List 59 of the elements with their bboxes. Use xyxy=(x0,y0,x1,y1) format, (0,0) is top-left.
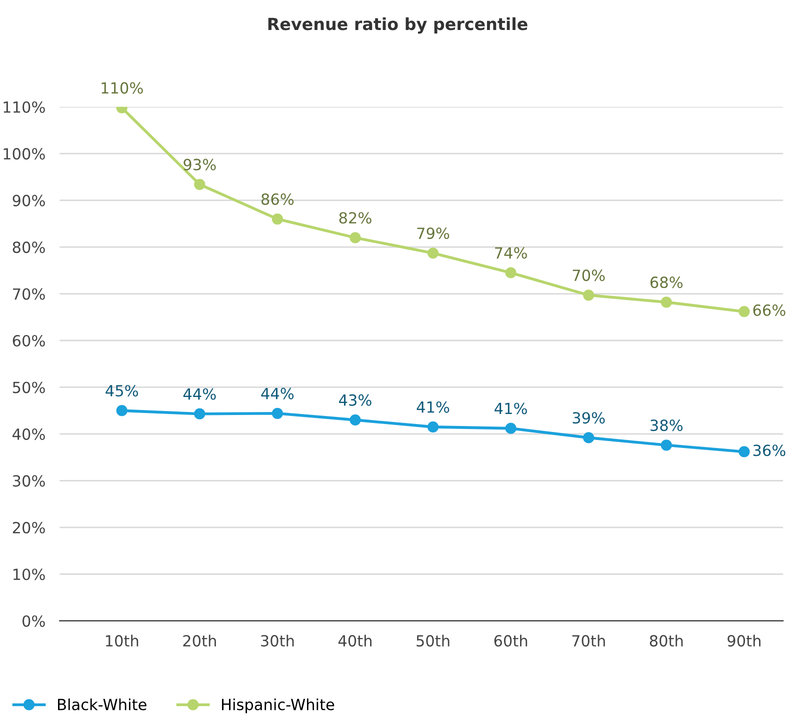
point xyxy=(583,432,594,444)
point xyxy=(505,267,516,278)
point xyxy=(350,232,361,244)
point xyxy=(660,440,672,451)
data-label: 41% xyxy=(494,402,527,414)
chart-title: Revenue ratio by percentile xyxy=(268,17,528,34)
y-tick-label: 20% xyxy=(12,522,45,534)
point xyxy=(738,306,750,318)
y-tick-label: 50% xyxy=(12,382,45,394)
x-tick-label: 20th xyxy=(183,634,216,647)
data-label: 82% xyxy=(339,212,372,224)
y-tick-label: 40% xyxy=(12,428,45,440)
data-label: 38% xyxy=(650,420,683,432)
legend-label: Black-White xyxy=(58,698,146,710)
data-label: 68% xyxy=(650,276,683,288)
y-tick-label: 30% xyxy=(12,475,45,487)
y-tick-label: 100% xyxy=(4,148,45,160)
data-label: 43% xyxy=(338,394,372,406)
y-tick-label: 110% xyxy=(4,101,45,113)
point xyxy=(116,405,128,416)
data-label: 70% xyxy=(572,270,605,282)
point xyxy=(194,408,206,420)
data-label: 41% xyxy=(416,401,450,413)
data-label: 66% xyxy=(753,304,786,316)
data-label: 110% xyxy=(102,82,143,94)
x-tick-label: 90th xyxy=(728,634,760,647)
data-label: 45% xyxy=(106,384,138,397)
point xyxy=(660,296,672,308)
data-label: 39% xyxy=(572,412,605,424)
point xyxy=(427,248,439,259)
point xyxy=(738,446,750,458)
legend-label: Hispanic-White xyxy=(222,698,334,714)
x-tick-label: 80th xyxy=(650,634,683,647)
y-tick-label: 80% xyxy=(12,242,45,254)
y-tick-label: 90% xyxy=(12,194,45,206)
point xyxy=(194,178,206,190)
x-tick-label: 50th xyxy=(416,634,450,647)
point xyxy=(427,421,439,432)
data-label: 86% xyxy=(261,193,294,205)
x-tick-label: 30th xyxy=(261,634,294,647)
data-label: 74% xyxy=(495,247,527,259)
x-tick-label: 60th xyxy=(494,634,528,647)
x-tick-label: 70th xyxy=(572,634,605,647)
data-label: 93% xyxy=(184,158,216,170)
y-tick-label: 60% xyxy=(12,334,45,347)
x-tick-label: 10th xyxy=(106,634,138,647)
y-tick-label: 10% xyxy=(13,568,45,580)
data-label: 79% xyxy=(417,227,450,240)
y-tick-label: 0% xyxy=(22,615,45,627)
point xyxy=(583,290,594,301)
point xyxy=(505,422,516,434)
data-label: 36% xyxy=(753,444,786,456)
x-tick-label: 40th xyxy=(338,634,372,647)
y-tick-label: 70% xyxy=(13,288,45,300)
data-label: 44% xyxy=(183,388,216,400)
point xyxy=(272,213,283,225)
point xyxy=(350,414,361,426)
point xyxy=(272,408,283,419)
data-label: 44% xyxy=(261,388,294,400)
